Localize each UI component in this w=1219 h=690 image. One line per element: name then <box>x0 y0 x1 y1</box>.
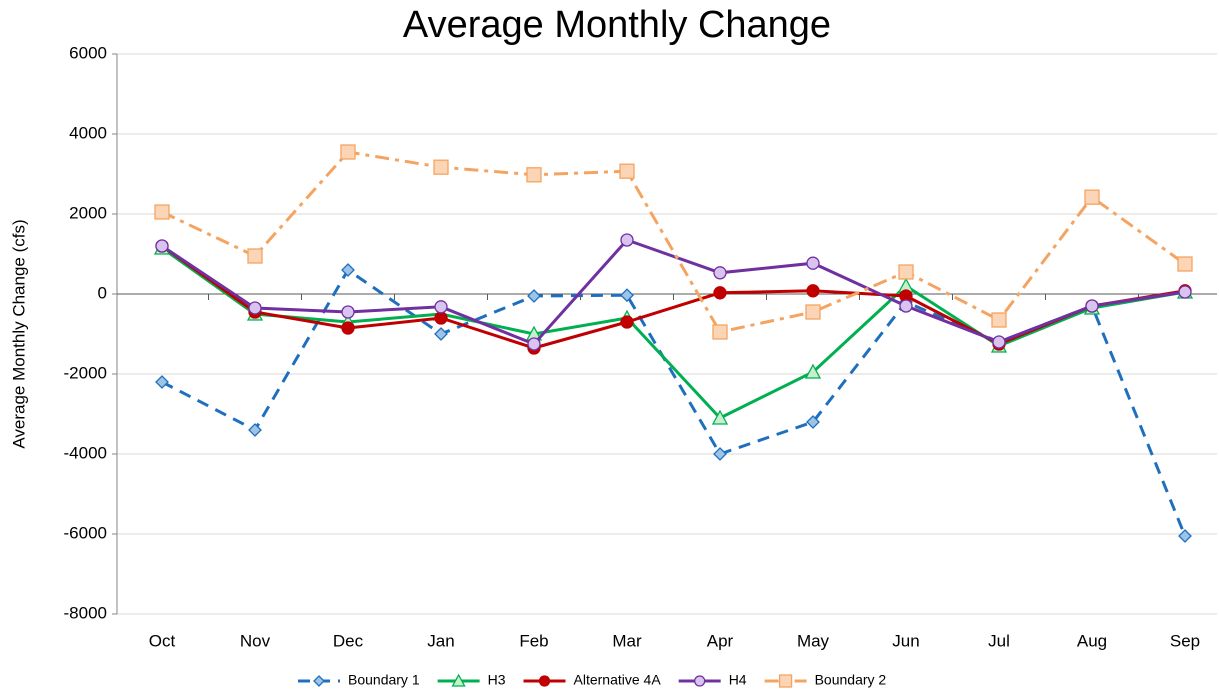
marker <box>806 415 820 429</box>
marker <box>713 447 727 461</box>
series-line <box>161 246 1186 420</box>
marker <box>1178 529 1192 543</box>
marker <box>805 304 821 320</box>
x-tick-label: Dec <box>333 631 364 650</box>
y-tick-label: -4000 <box>64 443 107 462</box>
marker <box>341 305 355 319</box>
marker <box>620 288 634 303</box>
marker <box>712 324 728 340</box>
y-tick-label: -6000 <box>64 523 107 542</box>
series-line <box>161 150 1186 334</box>
marker <box>248 301 262 315</box>
legend-label: H3 <box>488 672 506 688</box>
y-tick-label: 2000 <box>69 203 107 222</box>
x-tick-label: Mar <box>612 631 642 650</box>
marker <box>694 675 706 687</box>
marker <box>538 675 551 687</box>
marker <box>1085 299 1099 313</box>
legend-label: Alternative 4A <box>574 672 662 688</box>
y-axis-label: Average Monthly Change (cfs) <box>9 219 28 448</box>
marker <box>434 327 448 341</box>
x-tick-label: Apr <box>707 631 734 650</box>
marker <box>1178 285 1192 299</box>
legend-label: H4 <box>729 672 747 688</box>
marker <box>778 674 793 688</box>
legend-label: Boundary 2 <box>815 672 887 688</box>
marker <box>620 315 634 329</box>
marker <box>806 256 820 270</box>
legend-label: Boundary 1 <box>348 672 420 688</box>
x-tick-label: Sep <box>1170 631 1200 650</box>
marker <box>804 363 822 379</box>
marker <box>1177 256 1193 272</box>
x-tick-label: Aug <box>1077 631 1107 650</box>
marker <box>619 163 635 179</box>
marker <box>711 409 729 425</box>
marker <box>313 675 325 687</box>
marker <box>992 335 1006 349</box>
series-line <box>161 244 1186 350</box>
y-tick-label: -2000 <box>64 363 107 382</box>
marker <box>898 264 914 280</box>
x-tick-label: Feb <box>519 631 548 650</box>
marker <box>806 284 820 298</box>
marker <box>713 286 727 300</box>
x-tick-label: Jun <box>892 631 919 650</box>
marker <box>434 311 448 325</box>
marker <box>527 289 541 303</box>
marker <box>620 233 634 247</box>
marker <box>451 673 466 687</box>
marker <box>1084 189 1100 205</box>
marker <box>433 159 449 175</box>
y-tick-label: 0 <box>98 283 107 302</box>
x-tick-label: Oct <box>149 631 176 650</box>
y-tick-label: -8000 <box>64 603 107 622</box>
marker <box>434 300 448 314</box>
y-tick-label: 6000 <box>69 43 107 62</box>
series-line <box>161 238 1186 346</box>
marker <box>899 299 913 313</box>
marker <box>341 263 355 277</box>
marker <box>154 204 170 220</box>
marker <box>248 423 262 437</box>
x-tick-label: Jul <box>988 631 1010 650</box>
marker <box>991 312 1007 328</box>
marker <box>155 375 169 389</box>
marker <box>713 266 727 280</box>
marker <box>526 167 542 183</box>
y-tick-label: 4000 <box>69 123 107 142</box>
marker <box>247 248 263 264</box>
legend: Boundary 1 H3 Alternative 4A H4 Boundary 2 <box>298 672 886 688</box>
marker <box>340 144 356 160</box>
x-tick-label: May <box>797 631 830 650</box>
marker <box>527 337 541 351</box>
x-tick-label: Jan <box>427 631 454 650</box>
marker <box>155 239 169 253</box>
chart-title: Average Monthly Change <box>403 4 831 46</box>
x-tick-label: Nov <box>240 631 271 650</box>
marker <box>341 321 355 335</box>
